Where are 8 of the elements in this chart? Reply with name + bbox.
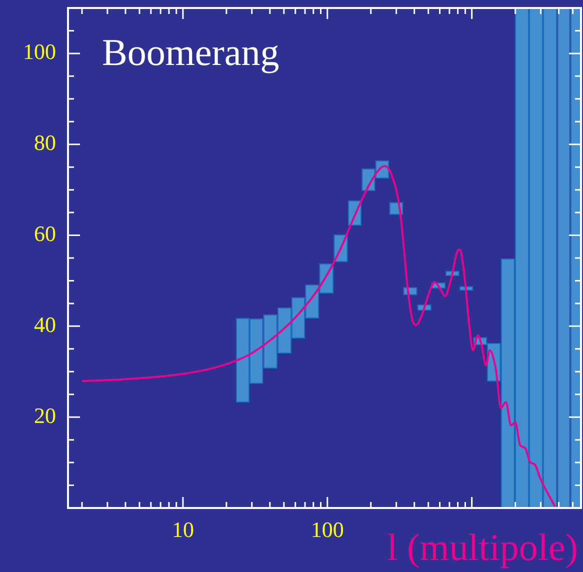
text: Boomerang: [102, 32, 280, 74]
y-tick-label: 80: [34, 130, 56, 156]
x-axis-title: l (multipole): [386, 526, 578, 569]
x-tick-label: 10: [172, 516, 194, 542]
y-tick-label: 100: [23, 39, 56, 64]
y-tick-label: 20: [34, 402, 56, 428]
y-tick-label: 60: [34, 221, 56, 246]
y-tick-label: 40: [34, 312, 56, 337]
